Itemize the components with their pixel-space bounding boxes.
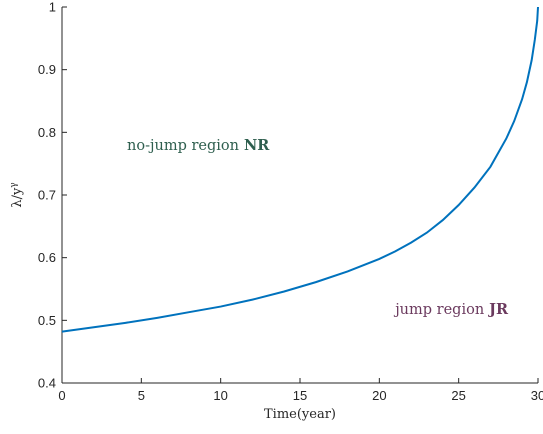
x-tick-label: 20 bbox=[372, 388, 386, 403]
y-tick-label: 0.5 bbox=[38, 313, 56, 328]
annotation-no-jump-text: no-jump region bbox=[127, 138, 239, 154]
y-tick-label: 0.8 bbox=[38, 125, 56, 140]
annotation-jump-region: jump region JR bbox=[393, 301, 509, 318]
x-tick-label: 5 bbox=[138, 388, 145, 403]
series-line bbox=[61, 6, 539, 333]
y-tick-label: 1 bbox=[49, 0, 56, 15]
x-tick-label: 30 bbox=[531, 388, 543, 403]
annotation-jump-text: jump region bbox=[393, 302, 484, 318]
annotation-no-jump-bold: NR bbox=[244, 137, 270, 154]
y-tick-label: 0.4 bbox=[38, 376, 56, 391]
y-tick-label: 0.7 bbox=[38, 188, 56, 203]
y-tick-label: 0.9 bbox=[38, 62, 56, 77]
annotation-no-jump-region: no-jump region NR bbox=[127, 137, 270, 154]
x-axis-label: Time(year) bbox=[264, 407, 336, 422]
x-tick-label: 25 bbox=[451, 388, 465, 403]
x-tick-label: 10 bbox=[213, 388, 227, 403]
x-tick-label: 15 bbox=[293, 388, 307, 403]
x-axis-ticks: 0 5 10 15 20 25 30 bbox=[58, 378, 543, 403]
annotation-jump-bold: JR bbox=[487, 301, 509, 318]
y-tick-label: 0.6 bbox=[38, 250, 56, 265]
y-axis-label-superscript: γ bbox=[9, 182, 19, 187]
x-tick-label: 0 bbox=[58, 388, 65, 403]
y-axis-label: λ/yγ bbox=[9, 182, 25, 207]
y-axis-ticks: 0.4 0.5 0.6 0.7 0.8 0.9 1 bbox=[38, 0, 67, 391]
y-axis-label-main: λ/y bbox=[10, 187, 25, 208]
